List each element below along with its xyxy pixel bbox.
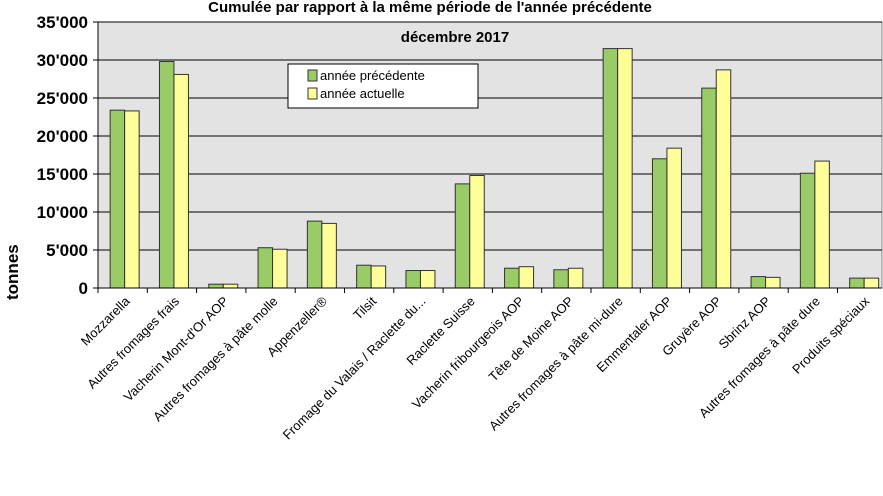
bar bbox=[666, 147, 682, 289]
x-tick-label: Autres fromages frais bbox=[84, 293, 182, 391]
bar bbox=[370, 265, 387, 289]
bar bbox=[158, 61, 175, 289]
legend-swatch bbox=[307, 69, 318, 82]
bar bbox=[222, 283, 239, 289]
x-tick-label: Tête de Moine AOP bbox=[486, 294, 577, 385]
bar bbox=[715, 69, 732, 289]
y-tick-label: 20'000 bbox=[37, 127, 88, 146]
legend-label: année actuelle bbox=[320, 86, 405, 101]
bar bbox=[701, 87, 717, 289]
bar bbox=[863, 277, 880, 289]
bar bbox=[504, 267, 520, 289]
chart-title: Cumulée par rapport à la même période de… bbox=[208, 0, 652, 16]
legend-swatch bbox=[307, 87, 318, 100]
bar bbox=[814, 160, 830, 289]
bar bbox=[208, 283, 224, 289]
bar bbox=[306, 220, 323, 289]
y-tick-label: 5'000 bbox=[46, 241, 88, 260]
bar bbox=[454, 183, 471, 289]
bar bbox=[321, 222, 337, 289]
bar bbox=[419, 270, 436, 289]
bar bbox=[617, 48, 633, 289]
y-tick-label: 0 bbox=[79, 279, 88, 298]
bar bbox=[469, 175, 485, 289]
y-tick-label: 15'000 bbox=[37, 165, 88, 184]
bar bbox=[567, 267, 584, 289]
chart-subtitle: décembre 2017 bbox=[401, 29, 509, 46]
bar bbox=[272, 248, 288, 289]
x-tick-label: Tilsit bbox=[350, 293, 379, 322]
bar bbox=[405, 270, 421, 289]
bar bbox=[750, 276, 767, 289]
bar bbox=[109, 109, 126, 289]
bar bbox=[849, 277, 865, 289]
y-tick-label: 35'000 bbox=[37, 13, 88, 32]
plot-area bbox=[97, 21, 883, 289]
legend-box bbox=[287, 63, 479, 109]
y-axis-label: tonnes bbox=[3, 244, 22, 300]
bar bbox=[518, 266, 535, 289]
y-tick-label: 25'000 bbox=[37, 89, 88, 108]
y-tick-label: 10'000 bbox=[37, 203, 88, 222]
bar bbox=[356, 264, 372, 289]
bar bbox=[765, 276, 781, 289]
bar bbox=[602, 48, 619, 289]
y-tick-label: 30'000 bbox=[37, 51, 88, 70]
bar bbox=[257, 247, 274, 289]
bar bbox=[651, 158, 668, 289]
legend-label: année précédente bbox=[320, 68, 425, 83]
bar bbox=[124, 110, 140, 289]
bar bbox=[799, 172, 816, 289]
bar bbox=[553, 269, 569, 289]
bar bbox=[173, 73, 189, 289]
